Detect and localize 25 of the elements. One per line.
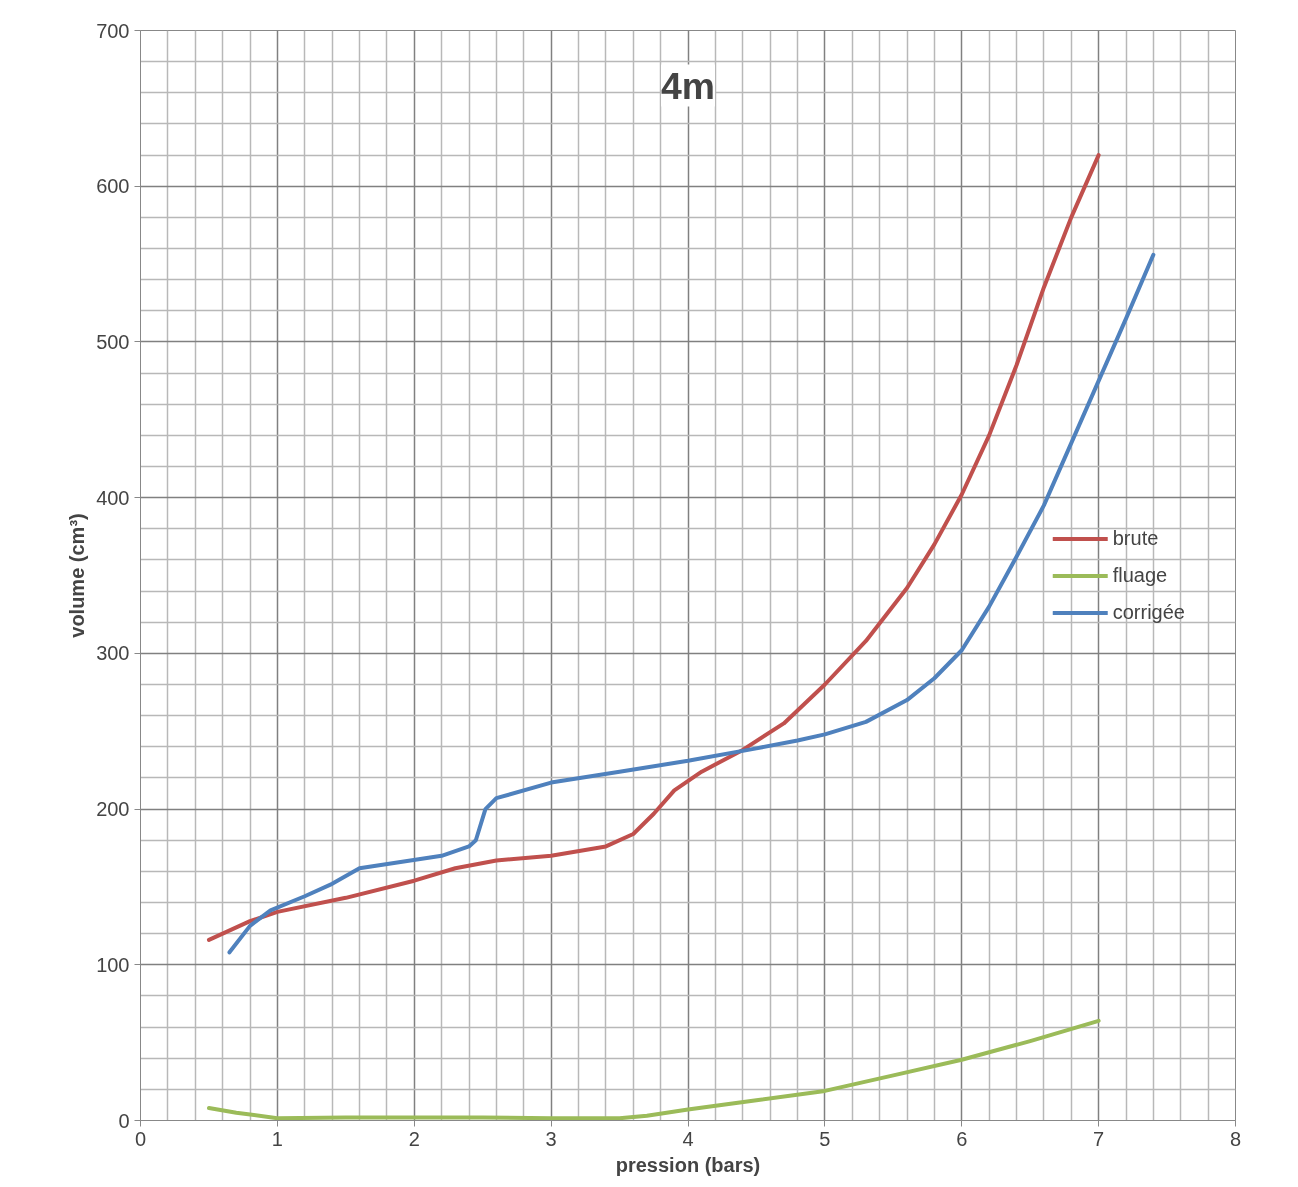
y-axis-title: volume (cm³) bbox=[66, 513, 89, 638]
y-tick-label: 0 bbox=[118, 1109, 130, 1132]
x-tick-label: 1 bbox=[271, 1127, 283, 1150]
y-tick-label: 300 bbox=[96, 642, 130, 665]
legend-label: brute bbox=[1112, 526, 1159, 550]
y-tick-label: 600 bbox=[96, 175, 130, 198]
y-tick-label: 100 bbox=[96, 953, 130, 976]
x-axis-title: pression (bars) bbox=[615, 1153, 761, 1176]
line-series bbox=[206, 153, 1101, 942]
text: 4m bbox=[661, 64, 715, 107]
y-tick-label: 400 bbox=[96, 486, 130, 509]
x-tick-label: 3 bbox=[545, 1127, 557, 1150]
x-tick-label: 6 bbox=[956, 1127, 968, 1150]
x-tick-label: 2 bbox=[408, 1127, 420, 1150]
y-tick-label: 200 bbox=[96, 798, 130, 821]
line-series bbox=[206, 1018, 1101, 1121]
y-tick-label: 700 bbox=[96, 19, 130, 42]
x-tick-label: 4 bbox=[682, 1127, 694, 1150]
legend-label: fluage bbox=[1112, 563, 1168, 587]
x-tick-label: 5 bbox=[819, 1127, 831, 1150]
y-tick-label: 500 bbox=[96, 330, 130, 353]
x-tick-label: 8 bbox=[1229, 1127, 1242, 1150]
x-tick-label: 0 bbox=[134, 1127, 147, 1150]
legend-label: corrigée bbox=[1112, 600, 1185, 624]
x-tick-label: 7 bbox=[1093, 1127, 1105, 1150]
